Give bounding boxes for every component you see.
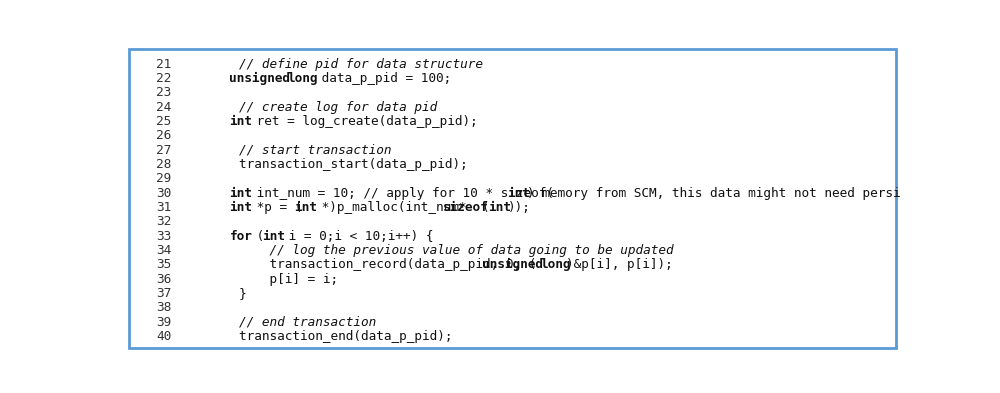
Text: // start transaction: // start transaction [178, 144, 391, 157]
Text: 23: 23 [156, 86, 172, 99]
Text: data_p_pid = 100;: data_p_pid = 100; [314, 72, 451, 85]
Text: 37: 37 [156, 287, 172, 300]
Text: i = 0;i < 10;i++) {: i = 0;i < 10;i++) { [281, 230, 434, 243]
Text: int: int [229, 187, 252, 200]
Text: transaction_start(data_p_pid);: transaction_start(data_p_pid); [178, 158, 467, 171]
Text: 39: 39 [156, 316, 172, 329]
Text: )&p[i], p[i]);: )&p[i], p[i]); [566, 258, 673, 271]
Text: 29: 29 [156, 173, 172, 185]
Text: 28: 28 [156, 158, 172, 171]
Text: sizeof: sizeof [443, 201, 489, 214]
Text: unsigned: unsigned [482, 258, 543, 272]
Text: 33: 33 [156, 230, 172, 243]
Text: 30: 30 [156, 187, 172, 200]
FancyBboxPatch shape [129, 49, 896, 348]
Text: // end transaction: // end transaction [178, 316, 376, 329]
Text: long: long [540, 258, 570, 271]
Text: *p = (: *p = ( [249, 201, 302, 214]
Text: 36: 36 [156, 273, 172, 286]
Text: for: for [229, 230, 252, 243]
Text: int: int [488, 201, 511, 214]
Text: 38: 38 [156, 301, 172, 314]
Text: int: int [262, 230, 285, 243]
Text: 32: 32 [156, 215, 172, 228]
Text: 24: 24 [156, 101, 172, 114]
Text: ));: )); [508, 201, 530, 214]
Text: int: int [229, 115, 252, 128]
Text: 26: 26 [156, 129, 172, 142]
Text: unsigned: unsigned [229, 72, 290, 85]
Text: }: } [178, 287, 246, 300]
Text: ) memory from SCM, this data might not need persistence: ) memory from SCM, this data might not n… [527, 187, 946, 200]
Text: *)p_malloc(int_num*: *)p_malloc(int_num* [314, 201, 466, 214]
Text: 27: 27 [156, 144, 172, 157]
Text: // log the previous value of data going to be updated: // log the previous value of data going … [178, 244, 673, 257]
Text: 21: 21 [156, 58, 172, 71]
Text: // define pid for data structure: // define pid for data structure [178, 58, 483, 71]
Text: 40: 40 [156, 330, 172, 343]
Text: 22: 22 [156, 72, 172, 85]
Text: 31: 31 [156, 201, 172, 214]
Text: int: int [229, 201, 252, 214]
Text: (: ( [249, 230, 264, 243]
Text: 25: 25 [156, 115, 172, 128]
Text: transaction_end(data_p_pid);: transaction_end(data_p_pid); [178, 330, 452, 343]
Text: int: int [508, 187, 530, 200]
Text: p[i] = i;: p[i] = i; [178, 273, 338, 286]
Text: 34: 34 [156, 244, 172, 257]
Text: long: long [288, 72, 318, 85]
Text: int: int [294, 201, 317, 214]
Text: (: ( [482, 201, 489, 214]
Text: ret = log_create(data_p_pid);: ret = log_create(data_p_pid); [249, 115, 478, 128]
Text: 35: 35 [156, 258, 172, 271]
Text: transaction_record(data_p_pid, 0, (: transaction_record(data_p_pid, 0, ( [178, 258, 536, 271]
Text: int_num = 10; // apply for 10 * sizeof(: int_num = 10; // apply for 10 * sizeof( [249, 187, 554, 200]
Text: // create log for data pid: // create log for data pid [178, 101, 437, 114]
